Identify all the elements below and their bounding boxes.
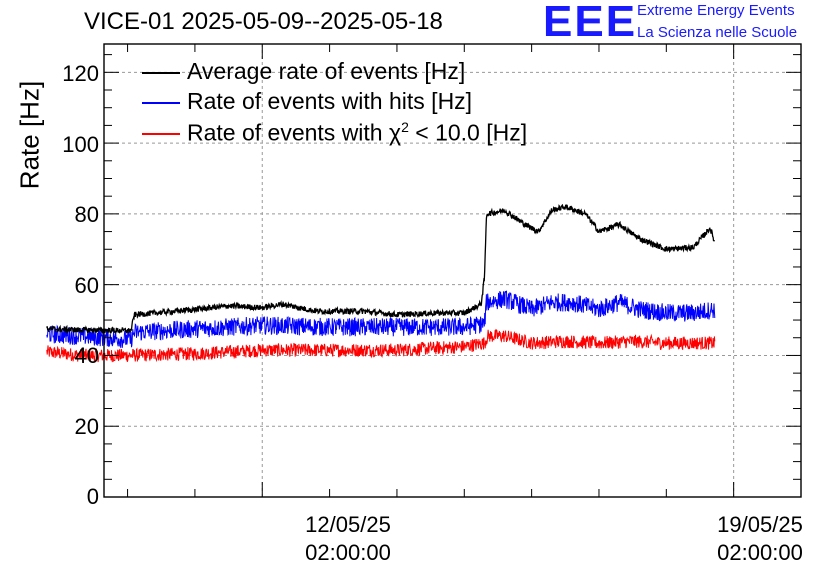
legend-swatch-chi2 [142, 133, 180, 135]
plot-frame [103, 43, 802, 498]
series-group [46, 203, 716, 363]
legend-chi2-prefix: Rate of events with [187, 119, 389, 146]
legend-label-hits: Rate of events with hits [Hz] [187, 88, 473, 114]
y-tick-label-20: 20 [74, 414, 99, 439]
x-tick-1-time: 02:00:00 [305, 540, 391, 565]
series-line-0 [46, 203, 715, 335]
series-line-2 [46, 328, 716, 363]
x-tick-label-2: 19/05/25 02:00:00 [690, 511, 830, 567]
legend-chi2-suffix: < 10.0 [Hz] [408, 119, 528, 146]
logo-line-2: La Scienza nelle Scuole [637, 24, 798, 41]
x-tick-2-time: 02:00:00 [717, 540, 803, 565]
chart-title: VICE-01 2025-05-09--2025-05-18 [84, 8, 443, 35]
x-tick-1-date: 12/05/25 [305, 512, 391, 537]
legend-swatch-average [142, 72, 180, 74]
y-tick-label-60: 60 [74, 273, 99, 298]
logo-line-1: Extreme Energy Events [637, 2, 795, 19]
x-tick-2-date: 19/05/25 [717, 512, 803, 537]
x-tick-label-1: 12/05/25 02:00:00 [278, 511, 418, 567]
eee-logo: EEE [543, 0, 638, 46]
y-tick-label-120: 120 [62, 61, 99, 86]
legend-chi2-symbol: χ [389, 119, 402, 146]
legend-swatch-hits [142, 102, 180, 104]
legend-chi2-sup: 2 [401, 119, 409, 135]
legend-label-average: Average rate of events [Hz] [187, 58, 466, 84]
axis-ticks [104, 44, 802, 498]
series-line-1 [46, 290, 716, 348]
y-tick-label-40: 40 [74, 343, 99, 368]
y-tick-label-0: 0 [86, 484, 99, 509]
y-tick-label-100: 100 [62, 132, 99, 157]
legend-label-chi2: Rate of events with χ2 < 10.0 [Hz] [187, 119, 527, 147]
y-tick-label-80: 80 [74, 202, 99, 227]
